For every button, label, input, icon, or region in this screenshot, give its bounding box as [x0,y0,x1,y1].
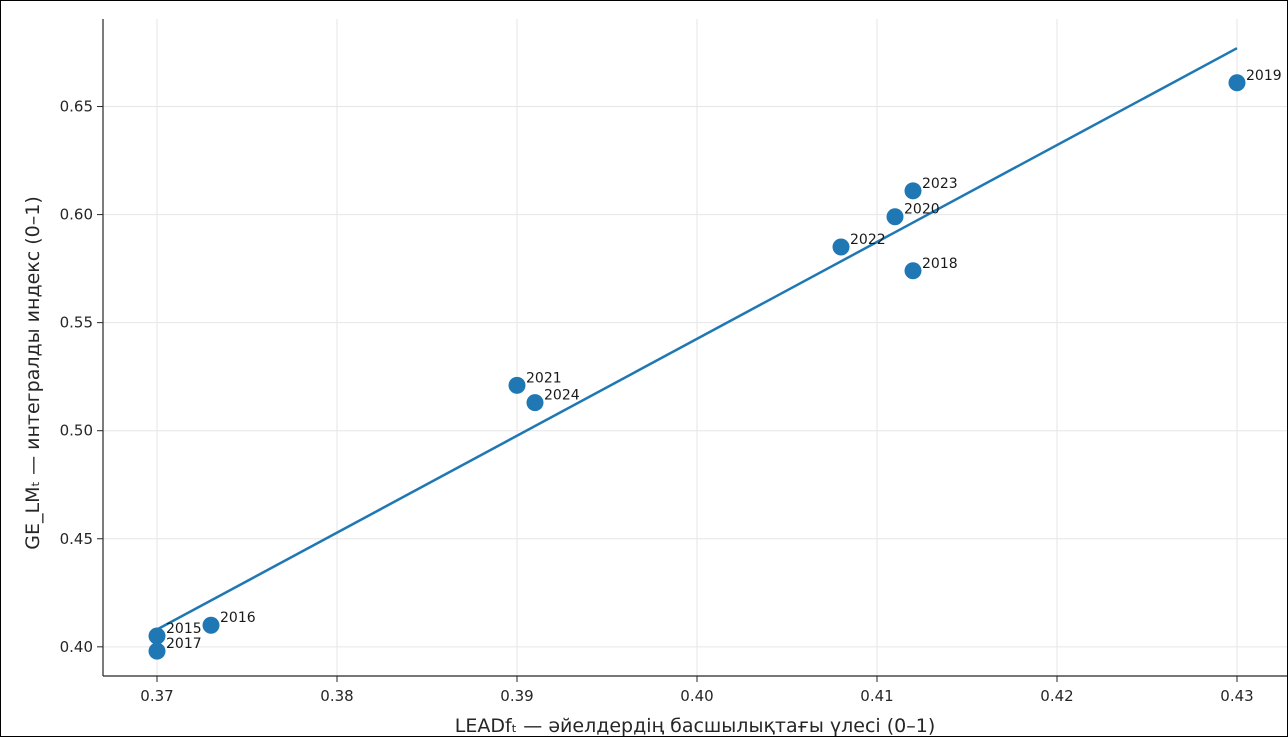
data-point-2022 [832,238,850,256]
ticks: 0.37 0.38 0.39 0.40 0.41 0.42 0.43 0.40 0.45 0.50… [60,98,1254,705]
y-tick-label: 0.60 [60,206,93,224]
data-point-2017 [148,642,166,660]
data-point-2019 [1228,74,1246,92]
point-label-2021: 2021 [526,370,562,386]
point-label-2020: 2020 [904,202,940,218]
point-label-2018: 2018 [922,256,958,272]
y-tick-label: 0.40 [60,638,93,656]
point-label-2023: 2023 [922,176,958,192]
x-tick-label: 0.37 [140,687,173,705]
y-tick-label: 0.50 [60,422,93,440]
trend-line [156,47,1238,631]
point-label-2022: 2022 [850,232,886,248]
grid [103,19,1287,676]
trend-line-layer [156,47,1238,631]
data-point-2020 [886,208,904,226]
x-tick-label: 0.39 [500,687,533,705]
x-tick-label: 0.40 [680,687,713,705]
x-axis-title: LEADfₜ — әйелдердің басшылықтағы үлесі (… [455,715,935,737]
point-label-2019: 2019 [1246,68,1282,84]
y-tick-label: 0.55 [60,314,93,332]
point-label-2015: 2015 [166,621,202,637]
data-point-2024 [526,394,544,412]
data-point-2018 [904,262,922,280]
y-axis-title: GE_LMₜ — интегралды индекс (0–1) [22,196,44,550]
point-labels-layer: 2015 2016 2017 2018 2019 2020 2021 2022 2023 2024 [166,68,1282,652]
data-point-2015 [148,627,166,645]
data-point-2021 [508,376,526,394]
point-label-2017: 2017 [166,636,202,652]
data-point-2016 [202,616,220,634]
y-tick-label: 0.45 [60,530,93,548]
x-tick-label: 0.42 [1040,687,1073,705]
point-label-2024: 2024 [544,388,580,404]
x-tick-label: 0.43 [1220,687,1253,705]
x-tick-label: 0.38 [320,687,353,705]
x-tick-label: 0.41 [860,687,893,705]
points-layer [148,74,1246,660]
point-label-2016: 2016 [220,610,256,626]
data-point-2023 [904,182,922,200]
y-tick-label: 0.65 [60,98,93,116]
